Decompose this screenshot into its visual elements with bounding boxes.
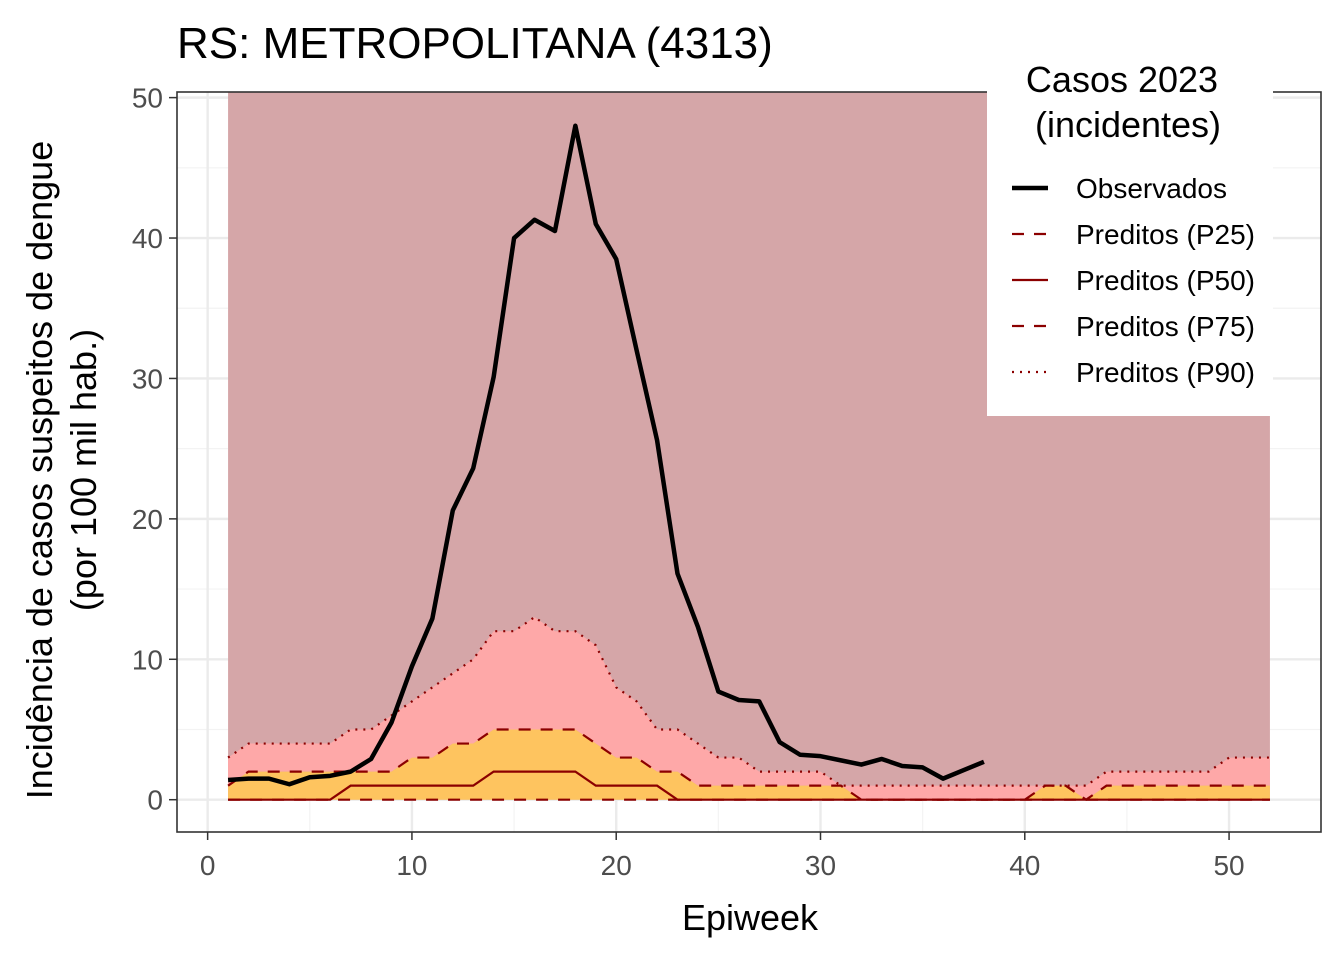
x-tick-label: 40 (1009, 850, 1040, 881)
y-tick-label: 10 (132, 644, 163, 675)
legend-label: Preditos (P75) (1076, 311, 1255, 342)
y-tick-label: 30 (132, 363, 163, 394)
legend: Casos 2023 (incidentes) Observados Predit… (987, 50, 1273, 416)
x-tick-label: 20 (601, 850, 632, 881)
legend-label: Preditos (P50) (1076, 265, 1255, 296)
axes: 0 10 20 30 40 50 0 10 20 30 40 50 (132, 83, 1322, 881)
x-tick-label: 30 (805, 850, 836, 881)
y-axis-label-line1: Incidência de casos suspeitos de dengue (19, 141, 60, 799)
y-tick-label: 0 (147, 785, 163, 816)
legend-entries: Observados Preditos (P25) Preditos (P50) Pr… (1012, 173, 1255, 388)
series-p75-line (227, 728, 1270, 802)
x-tick-label: 0 (200, 850, 216, 881)
x-tick-label: 10 (396, 850, 427, 881)
y-tick-label: 20 (132, 504, 163, 535)
legend-label: Observados (1076, 173, 1227, 204)
chart-title: RS: METROPOLITANA (4313) (177, 19, 773, 68)
y-tick-label: 40 (132, 223, 163, 254)
series-observed-line (227, 123, 985, 787)
band-p75-p90 (228, 617, 1270, 800)
legend-label: Preditos (P90) (1076, 357, 1255, 388)
x-axis-label: Epiweek (682, 897, 819, 938)
y-tick-label: 50 (132, 83, 163, 114)
x-tick-label: 50 (1213, 850, 1244, 881)
y-axis-label-line2: (por 100 mil hab.) (63, 329, 104, 611)
legend-label: Preditos (P25) (1076, 219, 1255, 250)
panel-border (176, 91, 1322, 833)
band-p25-p75 (228, 729, 1270, 800)
legend-title-line2: (incidentes) (1035, 104, 1221, 145)
legend-title-line1: Casos 2023 (1026, 59, 1218, 100)
